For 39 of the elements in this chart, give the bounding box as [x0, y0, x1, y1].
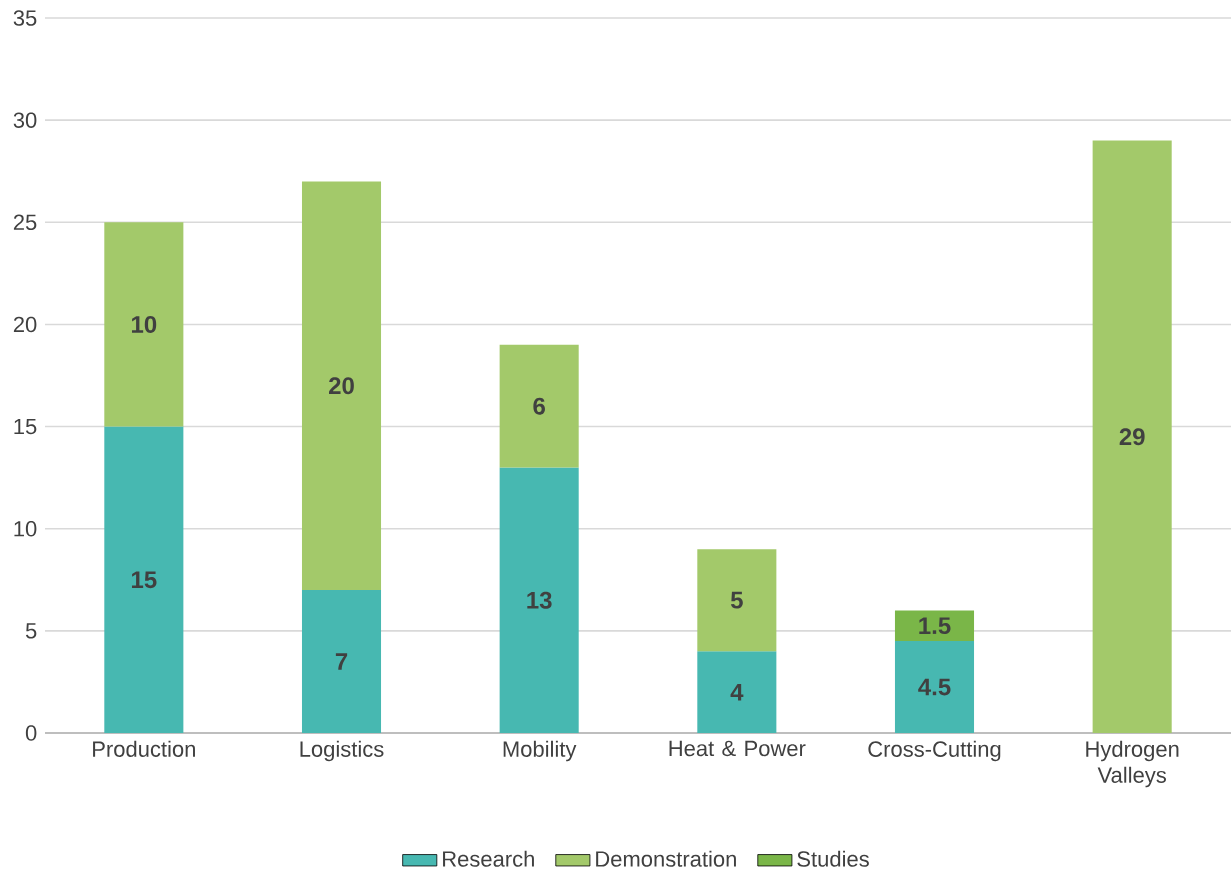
bar: [301, 181, 382, 590]
y-tick-label: 15: [14, 418, 37, 435]
legend-label: Studies: [797, 850, 869, 867]
bar: [1092, 140, 1172, 733]
y-tick-label: 25: [13, 214, 37, 231]
bar: [301, 590, 382, 733]
data-label: 5: [730, 591, 743, 609]
y-tick-label: 0: [25, 725, 37, 741]
x-tick-label: Logistics: [300, 740, 384, 762]
data-label: 4: [730, 683, 744, 701]
y-tick-label: 30: [13, 112, 37, 128]
x-tick-label: Cross-Cutting: [868, 740, 1001, 762]
y-tick-label: 35: [13, 10, 37, 26]
data-label: 20: [329, 377, 354, 395]
bar: [104, 222, 184, 427]
x-tick-label: Production: [93, 740, 195, 757]
y-tick-label: 10: [14, 520, 37, 537]
bar: [894, 641, 975, 733]
data-label: 29: [1119, 428, 1145, 446]
bar: [697, 651, 777, 733]
data-label: 10: [131, 315, 157, 333]
data-label: 13: [527, 591, 552, 609]
bar: [499, 467, 579, 733]
x-tick-label: Hydrogen Valleys: [1086, 740, 1179, 788]
x-tick-label: Mobility: [503, 740, 577, 762]
data-label: 1.5: [919, 617, 951, 635]
bar: [894, 610, 975, 642]
data-label: 15: [131, 571, 157, 589]
legend-label: Research: [443, 850, 534, 867]
bar: [499, 344, 579, 468]
data-label: 7: [335, 653, 348, 670]
data-label: 4.5: [918, 678, 951, 696]
legend-label: Demonstration: [596, 850, 736, 867]
bar: [697, 549, 777, 652]
y-tick-label: 20: [13, 316, 37, 333]
data-label: 6: [533, 397, 545, 415]
bar: [104, 426, 184, 733]
y-tick-label: 5: [25, 623, 37, 639]
x-tick-label: Heat & Power: [669, 740, 806, 757]
